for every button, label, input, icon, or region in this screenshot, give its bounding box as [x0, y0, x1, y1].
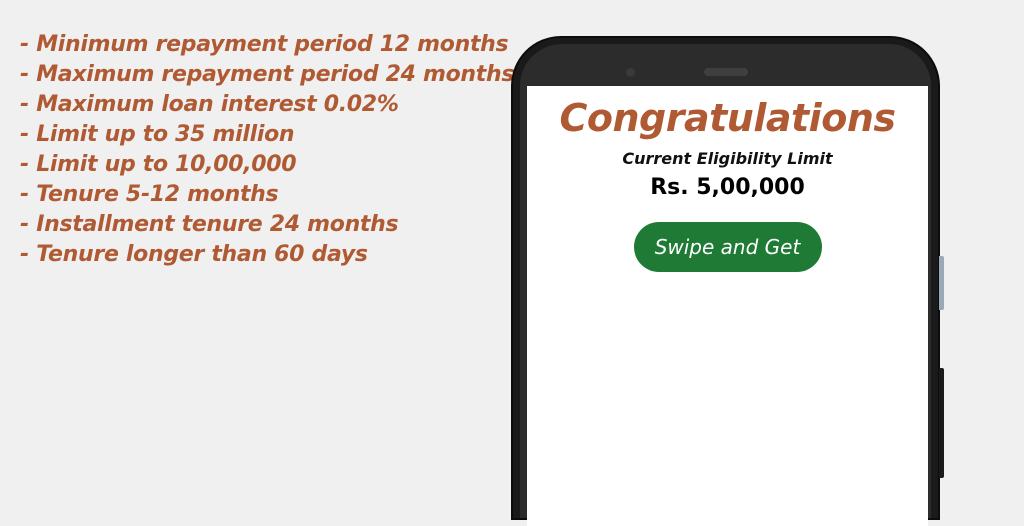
feature-item: - Limit up to 35 million: [20, 122, 295, 147]
eligibility-label: Current Eligibility Limit: [622, 149, 833, 168]
feature-list: - Minimum repayment period 12 months - M…: [20, 30, 514, 270]
feature-item: - Installment tenure 24 months: [20, 212, 399, 237]
phone-mockup: Congratulations Current Eligibility Limi…: [513, 38, 944, 526]
power-button: [939, 368, 944, 478]
congratulations-title: Congratulations: [559, 96, 896, 140]
feature-item: - Maximum loan interest 0.02%: [20, 92, 399, 117]
feature-item: - Limit up to 10,00,000: [20, 152, 297, 177]
feature-item: - Minimum repayment period 12 months: [20, 32, 509, 57]
front-camera-icon: [626, 68, 635, 77]
speaker-grille: [704, 68, 748, 76]
feature-item: - Tenure longer than 60 days: [20, 242, 368, 267]
feature-item: - Tenure 5-12 months: [20, 182, 279, 207]
phone-screen: Congratulations Current Eligibility Limi…: [527, 86, 928, 526]
eligibility-amount: Rs. 5,00,000: [650, 175, 805, 200]
volume-button: [939, 256, 944, 310]
swipe-and-get-button[interactable]: Swipe and Get: [633, 222, 822, 272]
feature-item: - Maximum repayment period 24 months: [20, 62, 515, 87]
